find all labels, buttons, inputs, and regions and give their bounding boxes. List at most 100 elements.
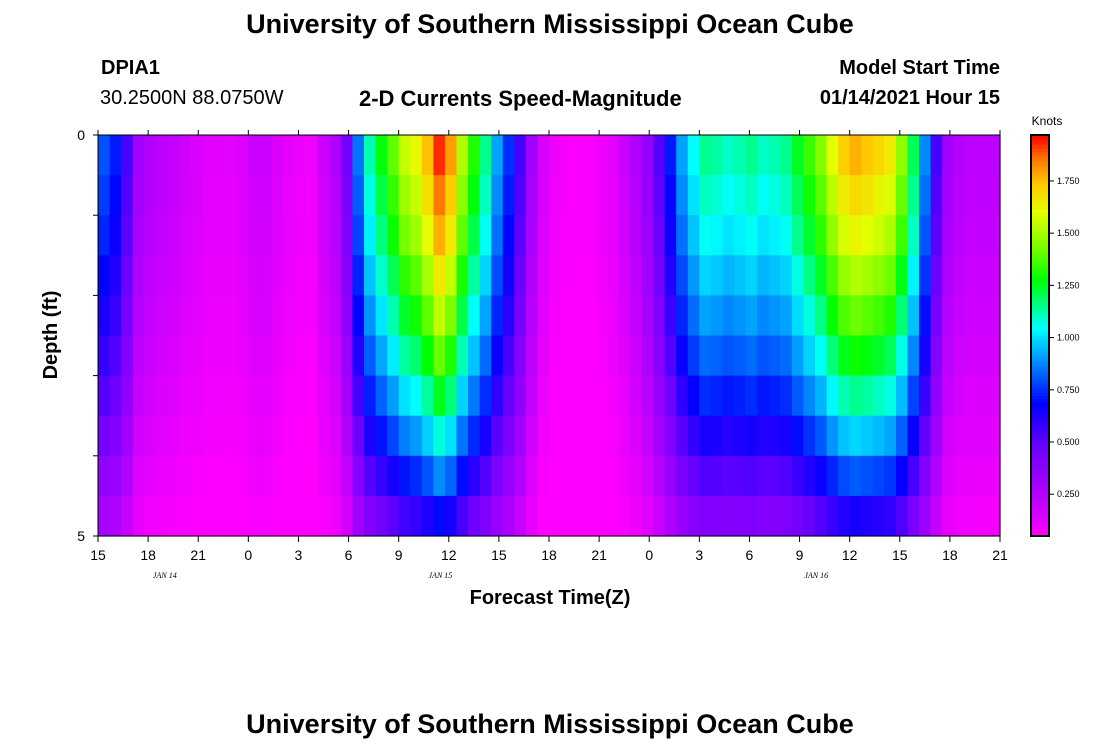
heatmap-cell: [699, 215, 712, 256]
heatmap-cell: [225, 335, 238, 377]
colorbar-label: Knots: [1032, 114, 1063, 128]
heatmap-cell: [155, 175, 168, 216]
heatmap-cell: [340, 415, 354, 457]
colorbar-segment: [1031, 322, 1049, 327]
colorbar-segment: [1031, 295, 1049, 300]
heatmap-cell: [629, 495, 643, 537]
heatmap-cell: [109, 375, 122, 417]
heatmap-cell: [907, 215, 920, 256]
heatmap-cell: [398, 415, 411, 457]
heatmap-cell: [225, 495, 238, 537]
heatmap-cell: [676, 455, 689, 497]
heatmap-cell: [745, 215, 758, 256]
colorbar-segment: [1031, 519, 1049, 524]
heatmap-cell: [849, 495, 862, 537]
heatmap-cell: [502, 295, 515, 337]
heatmap-cell: [236, 135, 249, 176]
heatmap-cell: [329, 175, 342, 216]
heatmap-cell: [676, 295, 689, 337]
x-axis: 15 18 21 0 3 6 9 12 15 18 21 0 3 6 9 12 15 18 21 JAN 14 JAN …: [90, 130, 1008, 580]
heatmap-cell: [884, 495, 897, 537]
heatmap-cell: [572, 135, 585, 176]
heatmap-cell: [560, 255, 573, 296]
heatmap-cell: [236, 295, 249, 337]
heatmap-cell: [202, 375, 215, 417]
heatmap-cell: [757, 455, 770, 497]
heatmap-cell: [398, 255, 411, 296]
heatmap-cell: [780, 455, 793, 497]
heatmap-cell: [306, 175, 319, 216]
heatmap-cell: [606, 215, 619, 256]
heatmap-cell: [861, 175, 874, 216]
heatmap-cell: [884, 215, 897, 256]
heatmap-cell: [861, 135, 874, 176]
heatmap-cell: [213, 335, 226, 377]
heatmap-cell: [884, 455, 897, 497]
heatmap-cell: [861, 215, 874, 256]
colorbar-segment: [1031, 171, 1049, 176]
heatmap-cell: [352, 455, 365, 497]
heatmap-cell: [248, 255, 261, 296]
heatmap-cell: [479, 295, 492, 337]
heatmap-cell: [121, 455, 134, 497]
heatmap-cell: [676, 215, 689, 256]
heatmap-cell: [676, 415, 689, 457]
heatmap-cell: [768, 255, 781, 296]
heatmap-cell: [838, 455, 851, 497]
heatmap-cell: [144, 255, 157, 296]
heatmap-cell: [121, 495, 134, 537]
heatmap-cell: [710, 175, 724, 216]
heatmap-cell: [560, 335, 573, 377]
heatmap-cell: [791, 175, 805, 216]
heatmap-cell: [525, 375, 539, 417]
heatmap-cell: [491, 375, 504, 417]
heatmap-cell: [236, 455, 249, 497]
heatmap-cell: [583, 255, 596, 296]
heatmap-cell: [444, 215, 458, 256]
colorbar-segment: [1031, 275, 1049, 280]
heatmap-cell: [132, 495, 145, 537]
heatmap-cell: [895, 135, 909, 176]
heatmap-cell: [352, 215, 365, 256]
heatmap-cell: [641, 375, 654, 417]
heatmap-cell: [791, 255, 805, 296]
heatmap-cell: [248, 375, 261, 417]
heatmap-cell: [803, 135, 816, 176]
heatmap-cell: [722, 335, 735, 377]
heatmap-cell: [433, 455, 446, 497]
heatmap-cell: [537, 215, 550, 256]
heatmap-cell: [155, 335, 168, 377]
heatmap-cell: [549, 295, 562, 337]
heatmap-cell: [387, 495, 400, 537]
heatmap-cell: [294, 135, 307, 176]
heatmap-cell: [919, 215, 932, 256]
heatmap-cell: [907, 375, 920, 417]
heatmap-cell: [225, 135, 238, 176]
colorbar-tick-label: 1.500: [1057, 228, 1080, 238]
heatmap-cell: [375, 455, 388, 497]
date-label: JAN 16: [804, 571, 828, 580]
heatmap-cell: [768, 495, 781, 537]
heatmap-cell: [664, 375, 677, 417]
heatmap-cell: [757, 335, 770, 377]
heatmap-cell: [491, 215, 504, 256]
heatmap-cell: [676, 255, 689, 296]
heatmap-cell: [98, 215, 111, 256]
heatmap-cell: [398, 495, 411, 537]
heatmap-cell: [236, 175, 249, 216]
colorbar-segment: [1031, 358, 1049, 363]
heatmap-cell: [294, 415, 307, 457]
colorbar-segment: [1031, 429, 1049, 434]
heatmap-cell: [757, 295, 770, 337]
heatmap-cell: [456, 135, 469, 176]
heatmap-cell: [537, 175, 550, 216]
heatmap-cell: [745, 255, 758, 296]
heatmap-cell: [710, 495, 724, 537]
heatmap-cell: [942, 295, 955, 337]
heatmap-cell: [768, 175, 781, 216]
station-coords: 30.2500N 88.0750W: [100, 87, 284, 109]
heatmap-cell: [271, 215, 284, 256]
colorbar-segment: [1031, 201, 1049, 206]
heatmap-cell: [849, 375, 862, 417]
heatmap-cell: [757, 375, 770, 417]
